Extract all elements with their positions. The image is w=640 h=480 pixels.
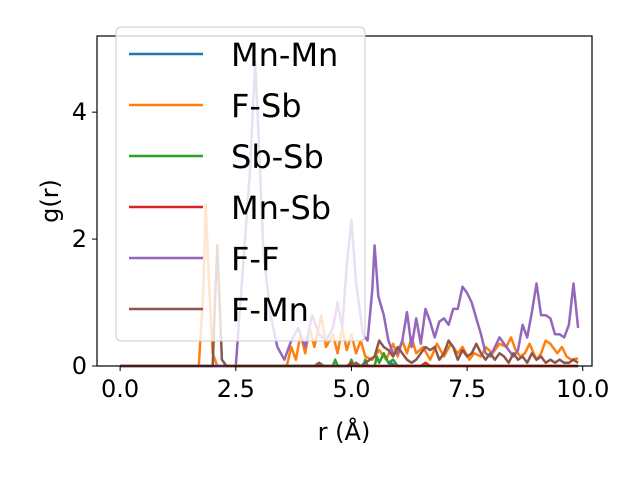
x-tick-label: 10.0 [556, 375, 609, 403]
y-axis: 0 2 4 [72, 98, 97, 380]
legend: Mn-Mn F-Sb Sb-Sb Mn-Sb F-F F-Mn [115, 26, 366, 342]
y-tick-label: 4 [72, 98, 87, 126]
x-tick-label: 2.5 [217, 375, 255, 403]
x-tick-label: 5.0 [332, 375, 370, 403]
legend-label: Sb-Sb [231, 138, 324, 176]
legend-label: F-Sb [231, 87, 302, 125]
legend-label: F-F [231, 240, 279, 278]
x-tick-label: 7.5 [448, 375, 486, 403]
y-tick-label: 2 [72, 225, 87, 253]
legend-label: Mn-Mn [231, 36, 338, 74]
legend-label: F-Mn [231, 291, 309, 329]
x-axis: 0.0 2.5 5.0 7.5 10.0 [101, 366, 609, 403]
legend-label: Mn-Sb [231, 189, 331, 227]
y-tick-label: 0 [72, 352, 87, 380]
y-axis-label: g(r) [36, 179, 64, 223]
x-tick-label: 0.0 [101, 375, 139, 403]
x-axis-label: r (Å) [318, 417, 371, 446]
